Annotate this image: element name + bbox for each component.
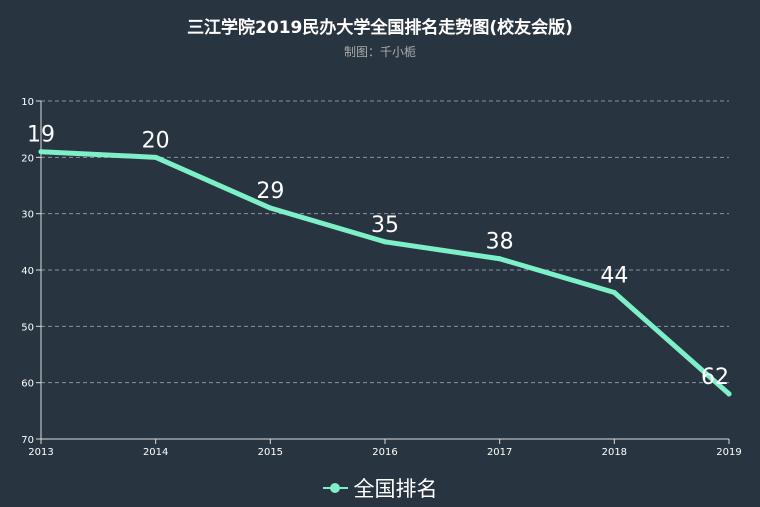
data-point	[382, 239, 388, 245]
y-tick-label: 50	[21, 322, 34, 333]
x-tick-label: 2014	[143, 447, 168, 458]
y-tick-label: 20	[21, 153, 34, 164]
data-label: 19	[27, 123, 55, 148]
data-point	[497, 256, 503, 262]
legend-marker-icon	[322, 481, 348, 495]
y-tick-label: 70	[21, 435, 34, 446]
x-tick-label: 2018	[602, 447, 627, 458]
data-label: 35	[371, 213, 399, 238]
y-tick-label: 10	[21, 97, 34, 108]
data-point	[726, 391, 732, 397]
x-tick-label: 2013	[28, 447, 53, 458]
x-tick-label: 2016	[372, 447, 397, 458]
y-tick-label: 40	[21, 266, 34, 277]
data-point	[153, 154, 159, 160]
data-label: 62	[701, 365, 729, 390]
chart-title: 三江学院2019民办大学全国排名走势图(校友会版)	[187, 18, 573, 38]
data-point	[38, 149, 44, 155]
data-label: 38	[486, 230, 514, 255]
data-point	[611, 290, 617, 296]
data-label: 29	[256, 179, 284, 204]
data-point	[267, 205, 273, 211]
y-tick-label: 60	[21, 379, 34, 390]
legend-label: 全国排名	[353, 477, 438, 501]
y-tick-label: 30	[21, 210, 34, 221]
data-label: 44	[600, 264, 628, 289]
x-tick-label: 2017	[487, 447, 512, 458]
data-label: 20	[142, 128, 170, 153]
x-tick-label: 2019	[716, 447, 741, 458]
legend[interactable]: 全国排名	[0, 473, 760, 503]
x-tick-label: 2015	[258, 447, 283, 458]
chart-subtitle: 制图：千小栀	[343, 45, 416, 59]
